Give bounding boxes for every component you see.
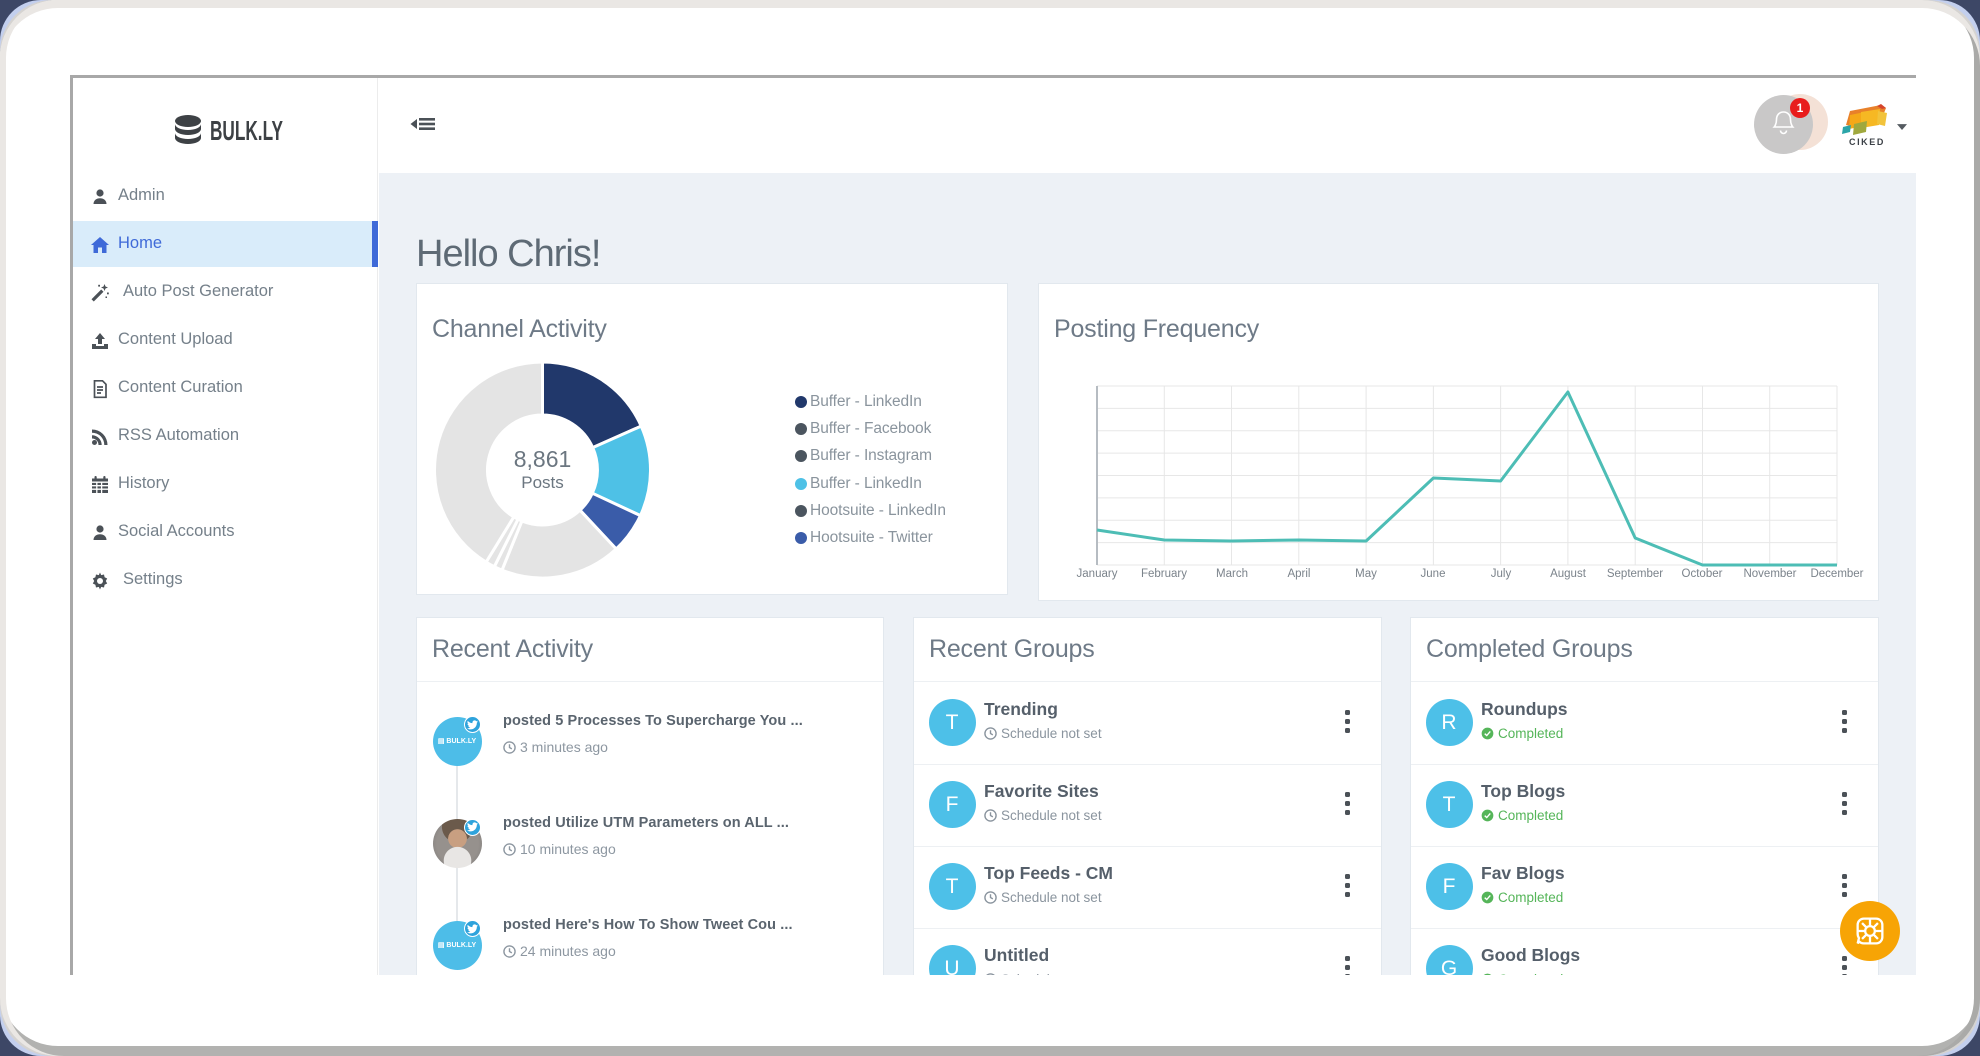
- svg-text:8,861: 8,861: [514, 446, 572, 472]
- svg-text:Posts: Posts: [521, 473, 564, 492]
- svg-text:BULK.LY: BULK.LY: [210, 115, 283, 146]
